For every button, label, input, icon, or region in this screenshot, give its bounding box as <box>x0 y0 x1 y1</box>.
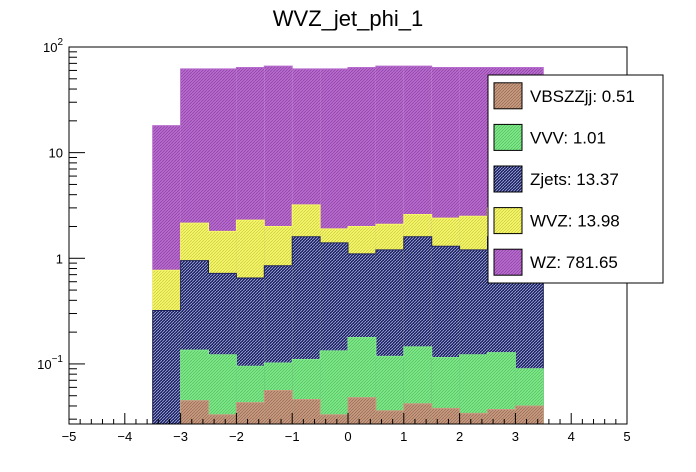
outline-vvv <box>152 336 544 425</box>
bar-vbszzjj-bin-3 <box>236 402 265 424</box>
bar-vbszzjj-bin-10 <box>431 408 460 424</box>
bar-vvv-bin-11 <box>459 354 488 424</box>
x-tick-label: 5 <box>623 429 630 444</box>
x-tick-label: 1 <box>400 429 407 444</box>
x-tick-label: −3 <box>173 429 188 444</box>
x-tick-label: −2 <box>229 429 244 444</box>
bar-vbszzjj-bin-13 <box>515 405 544 424</box>
legend: VBSZZjj: 0.51 VVV: 1.01 Zjets: 13.37 WVZ: 1… <box>487 74 664 284</box>
bar-vbszzjj-bin-6 <box>320 414 348 424</box>
x-tick-label: 2 <box>456 429 463 444</box>
y-tick-label: 102 <box>43 37 63 55</box>
y-tick-label: 10−1 <box>37 354 63 372</box>
bar-vbszzjj-bin-7 <box>348 397 376 424</box>
legend-swatch-vvv <box>493 123 523 151</box>
legend-swatch-wz <box>493 248 523 276</box>
legend-label-wz: WZ: 781.65 <box>530 253 618 272</box>
legend-swatch-wvz <box>493 207 523 235</box>
bar-zjets-bin-0 <box>152 310 181 424</box>
legend-swatch-zjets <box>493 165 523 193</box>
y-tick-label: 1 <box>56 251 63 266</box>
x-tick-label: −1 <box>285 429 300 444</box>
legend-label-vvv: VVV: 1.01 <box>530 128 606 147</box>
bar-vbszzjj-bin-11 <box>459 413 488 424</box>
x-tick-label: −4 <box>117 429 132 444</box>
bar-vbszzjj-bin-12 <box>487 409 516 424</box>
chart-title: WVZ_jet_phi_1 <box>273 6 423 31</box>
bar-vbszzjj-bin-2 <box>208 414 237 424</box>
legend-label-zjets: Zjets: 13.37 <box>530 170 619 189</box>
tick-labels: −5 −4 −3 −2 −1 0 1 2 3 4 5 10−1 1 10 102 <box>37 37 630 444</box>
bar-vbszzjj-bin-1 <box>180 400 209 424</box>
x-tick-label: 4 <box>568 429 575 444</box>
bar-vbszzjj-bin-4 <box>264 390 293 424</box>
legend-swatch-vbszzjj <box>493 82 523 110</box>
bar-vvv-bin-2 <box>208 354 237 424</box>
outline-vbszzjj <box>152 390 544 425</box>
legend-label-wvz: WVZ: 13.98 <box>530 212 620 231</box>
x-tick-label: 3 <box>512 429 519 444</box>
outline-wz <box>152 65 544 424</box>
bar-vbszzjj-bin-8 <box>375 410 404 424</box>
x-tick-label: 0 <box>344 429 351 444</box>
bar-vbszzjj-bin-5 <box>292 399 321 424</box>
y-tick-label: 10 <box>49 146 63 161</box>
x-tick-label: −5 <box>62 429 77 444</box>
bar-vvv-bin-6 <box>320 350 348 424</box>
histogram-bars <box>152 65 544 425</box>
bar-vbszzjj-bin-9 <box>403 403 432 424</box>
series-vbszzjj <box>152 390 544 425</box>
legend-label-vbszzjj: VBSZZjj: 0.51 <box>530 87 635 106</box>
